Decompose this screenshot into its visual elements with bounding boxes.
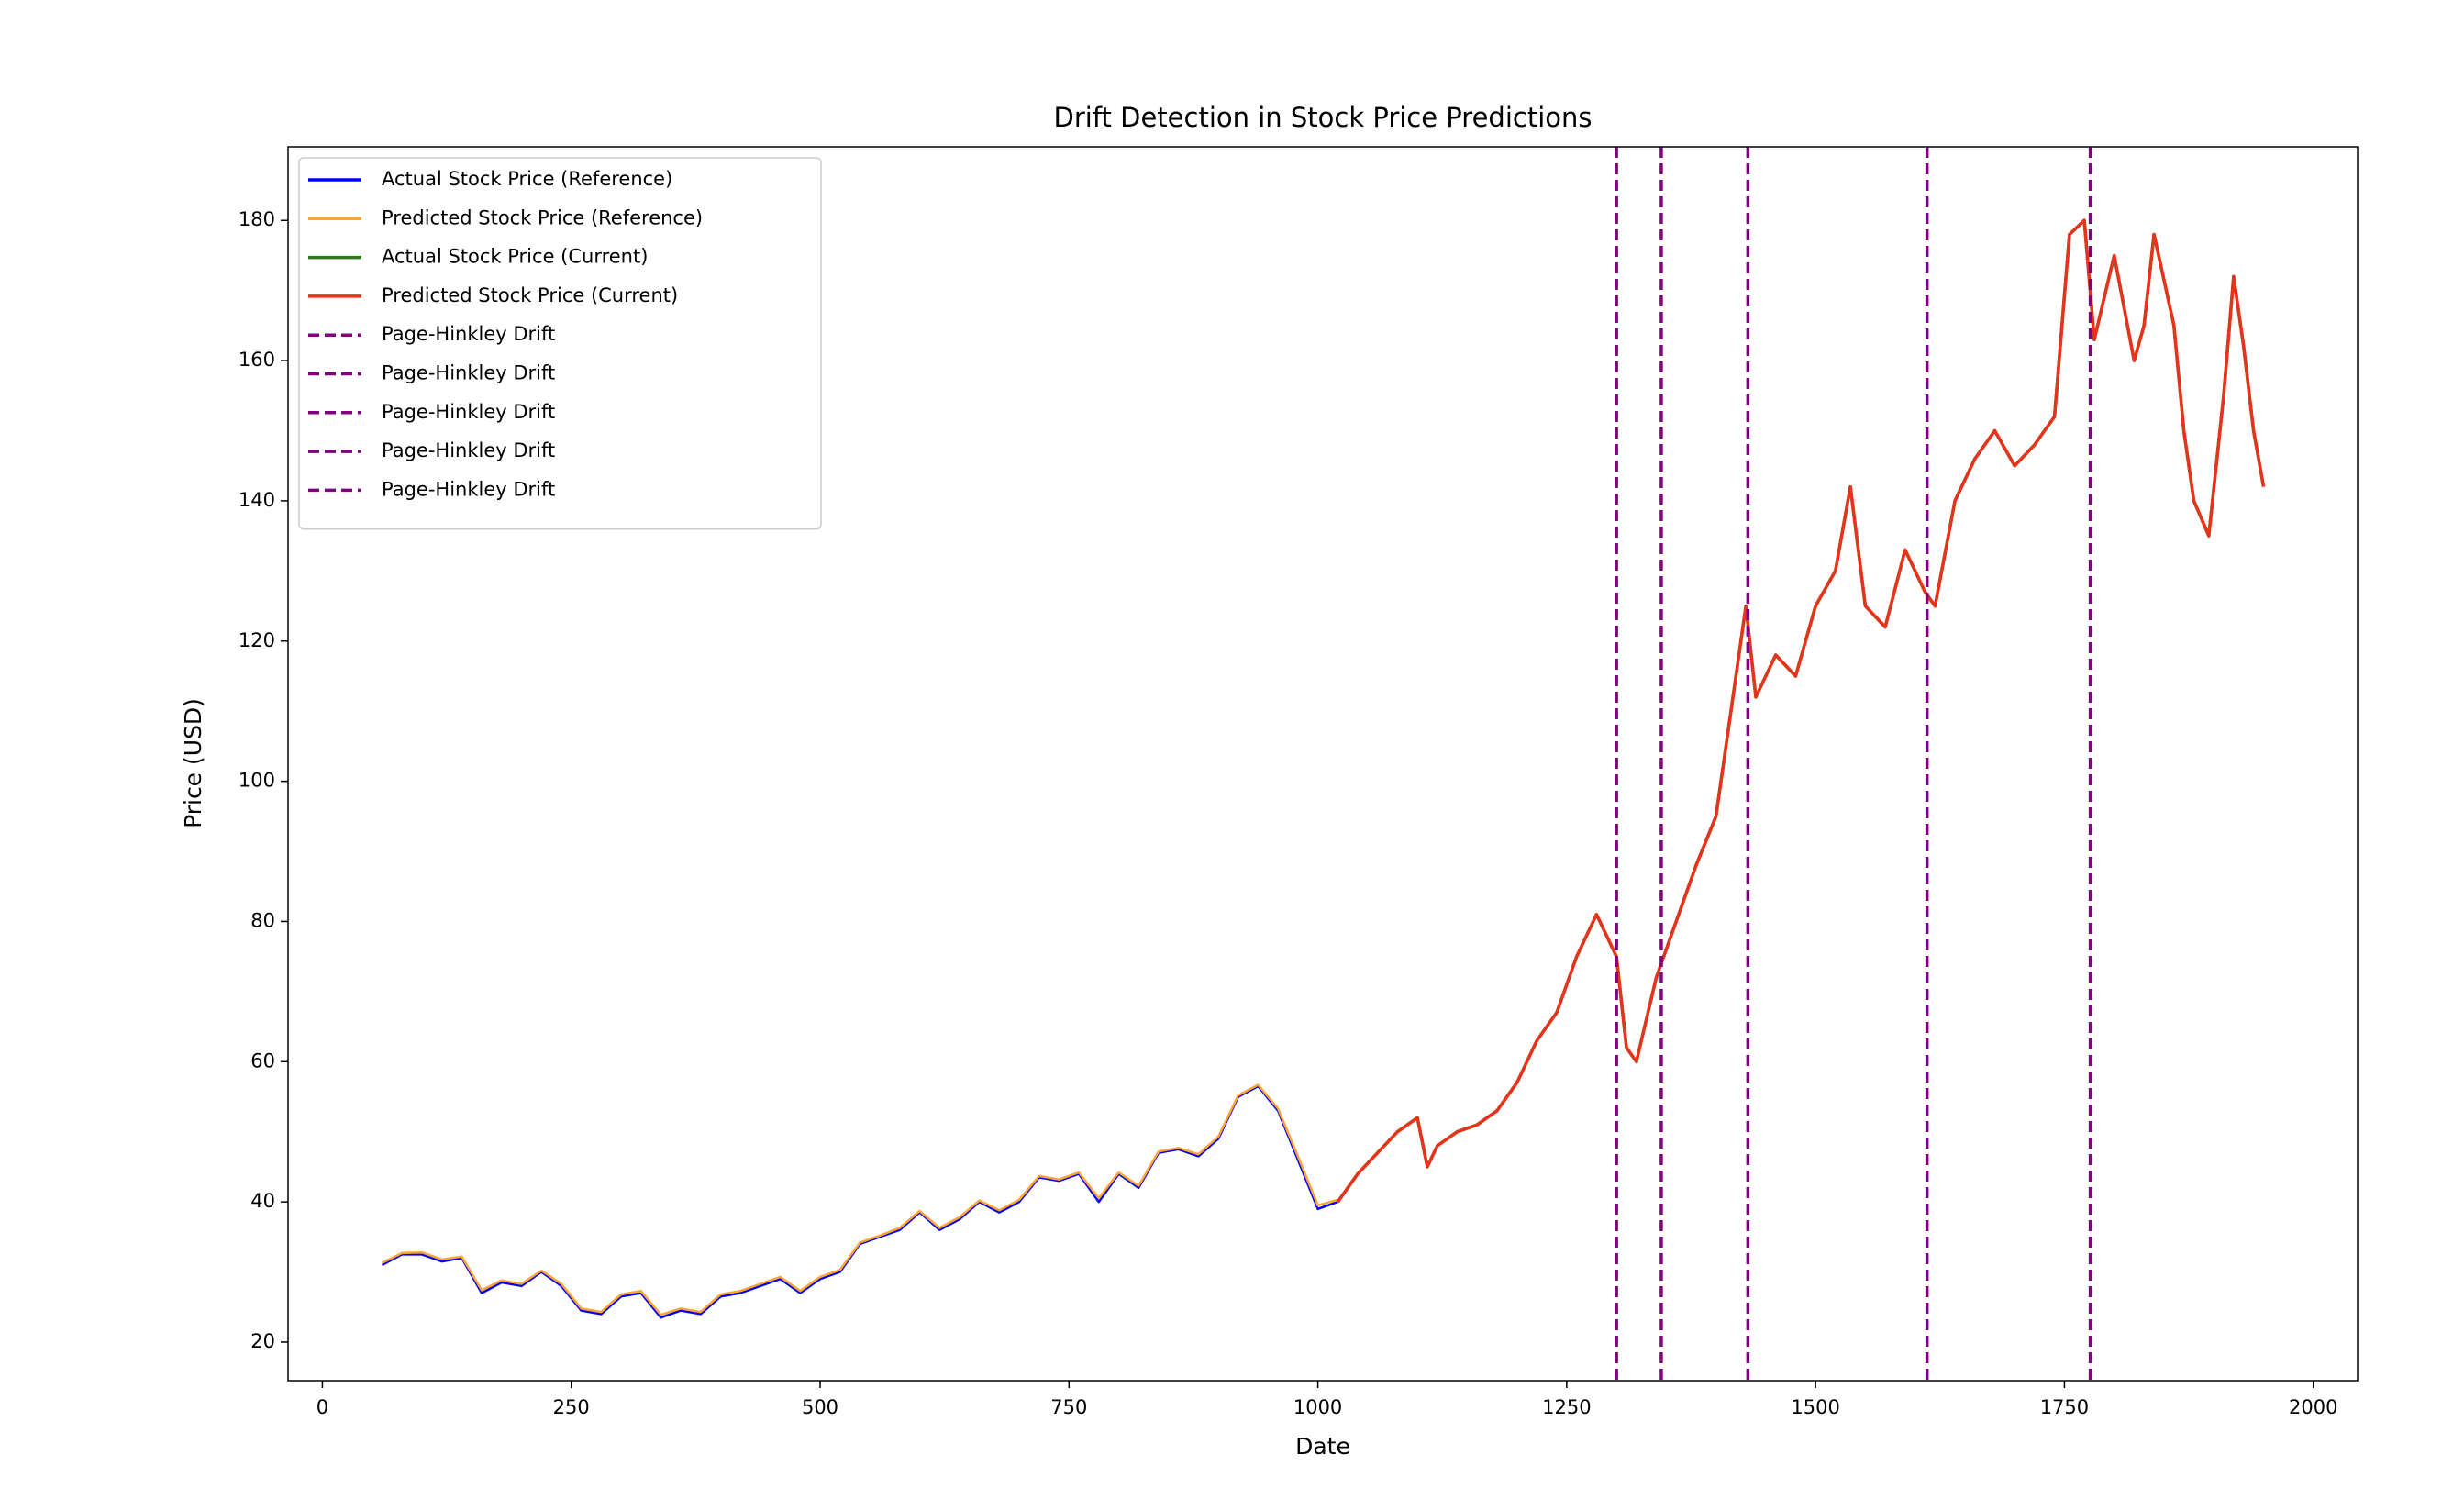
legend-label: Actual Stock Price (Reference): [382, 168, 672, 190]
y-tick-label: 20: [250, 1330, 275, 1352]
legend-box: [298, 157, 822, 530]
legend-label: Actual Stock Price (Current): [382, 246, 648, 268]
y-tick-label: 120: [239, 629, 275, 651]
legend-label: Page-Hinkley Drift: [382, 478, 555, 500]
legend-label: Page-Hinkley Drift: [382, 401, 555, 423]
x-tick-label: 1500: [1791, 1396, 1839, 1418]
y-tick-label: 160: [239, 349, 275, 371]
plot-frame: [287, 146, 2359, 1382]
legend-label: Page-Hinkley Drift: [382, 323, 555, 345]
y-tick-label: 80: [250, 909, 275, 931]
x-tick-label: 1750: [2040, 1396, 2089, 1418]
x-tick-label: 750: [1050, 1396, 1087, 1418]
x-tick-label: 0: [316, 1396, 328, 1418]
series-line: [1336, 218, 2266, 1204]
series-line: [381, 1083, 1338, 1316]
x-tick-label: 250: [553, 1396, 590, 1418]
y-tick-label: 180: [239, 208, 275, 230]
x-tick-label: 500: [802, 1396, 838, 1418]
series-line: [1336, 218, 2266, 1204]
x-axis-label: Date: [1295, 1433, 1350, 1460]
x-tick-label: 2000: [2289, 1396, 2337, 1418]
chart-title: Drift Detection in Stock Price Predictio…: [1054, 102, 1593, 133]
series-line: [381, 1084, 1338, 1319]
x-tick-label: 1000: [1293, 1396, 1342, 1418]
x-tick-label: 1250: [1542, 1396, 1591, 1418]
y-tick-label: 100: [239, 770, 275, 792]
legend-label: Page-Hinkley Drift: [382, 439, 555, 461]
legend-label: Page-Hinkley Drift: [382, 362, 555, 384]
y-tick-label: 140: [239, 489, 275, 511]
legend-label: Predicted Stock Price (Current): [382, 284, 678, 306]
y-tick-label: 60: [250, 1049, 275, 1072]
y-axis-label: Price (USD): [180, 698, 206, 828]
legend-label: Predicted Stock Price (Reference): [382, 206, 703, 228]
y-tick-label: 40: [250, 1190, 275, 1212]
